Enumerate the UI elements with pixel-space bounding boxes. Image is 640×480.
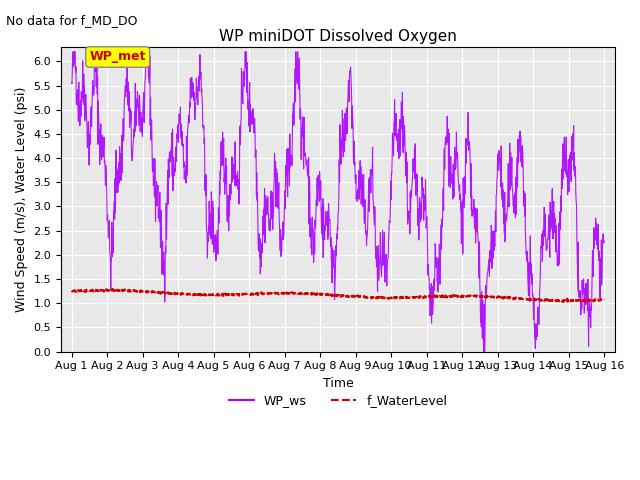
X-axis label: Time: Time <box>323 377 353 390</box>
Text: WP_met: WP_met <box>90 50 146 63</box>
Y-axis label: Wind Speed (m/s), Water Level (psi): Wind Speed (m/s), Water Level (psi) <box>15 86 28 312</box>
Legend: WP_ws, f_WaterLevel: WP_ws, f_WaterLevel <box>223 389 452 412</box>
Text: No data for f_MD_DO: No data for f_MD_DO <box>6 14 138 27</box>
Title: WP miniDOT Dissolved Oxygen: WP miniDOT Dissolved Oxygen <box>219 29 457 44</box>
